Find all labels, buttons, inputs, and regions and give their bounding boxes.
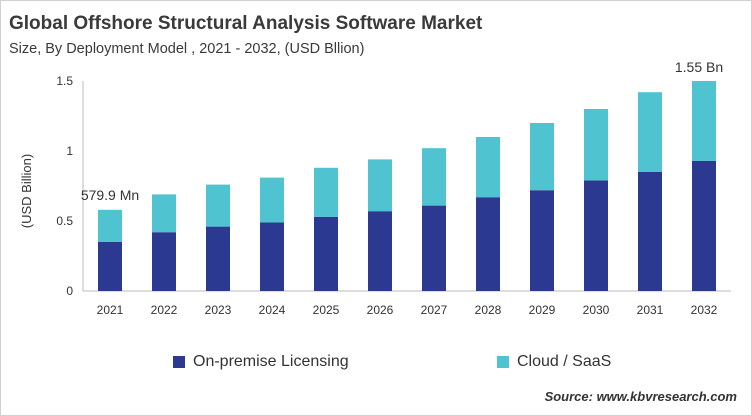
bar-cloud-2026 — [368, 159, 392, 212]
x-tick-label: 2027 — [421, 303, 448, 317]
bar-on-premise-2027 — [422, 205, 446, 291]
bar-on-premise-2032 — [692, 160, 716, 291]
bar-cloud-2027 — [422, 148, 446, 206]
legend-item-on-premise: On-premise Licensing — [173, 353, 349, 371]
bar-cloud-2032 — [692, 81, 716, 161]
y-tick-label: 1 — [66, 144, 73, 158]
bar-cloud-2029 — [530, 123, 554, 191]
bar-on-premise-2025 — [314, 216, 338, 291]
data-label: 1.55 Bn — [675, 59, 723, 75]
bar-cloud-2031 — [638, 92, 662, 172]
data-label: 579.9 Mn — [81, 187, 139, 203]
x-tick-label: 2028 — [475, 303, 502, 317]
bar-cloud-2022 — [152, 194, 176, 233]
bar-cloud-2025 — [314, 167, 338, 217]
legend-swatch — [497, 356, 509, 368]
legend-label: On-premise Licensing — [193, 353, 349, 370]
y-tick-label: 1.5 — [56, 74, 73, 88]
y-tick-label: 0.5 — [56, 214, 73, 228]
legend-item-cloud: Cloud / SaaS — [497, 353, 611, 371]
source-note: Source: www.kbvresearch.com — [544, 389, 737, 404]
bar-on-premise-2029 — [530, 190, 554, 291]
x-tick-label: 2026 — [367, 303, 394, 317]
x-tick-label: 2021 — [97, 303, 124, 317]
legend-label: Cloud / SaaS — [517, 353, 612, 370]
x-tick-label: 2030 — [583, 303, 610, 317]
bar-on-premise-2031 — [638, 172, 662, 291]
chart-plot: (USD Billion) 0 0.5 1 1.5 2021 579.9 Mn 2022 20… — [19, 59, 731, 317]
bar-cloud-2028 — [476, 137, 500, 198]
x-tick-label: 2032 — [691, 303, 718, 317]
x-tick-label: 2029 — [529, 303, 556, 317]
bar-on-premise-2030 — [584, 180, 608, 291]
bar-cloud-2030 — [584, 109, 608, 181]
x-tick-label: 2024 — [259, 303, 286, 317]
legend-swatch — [173, 356, 185, 368]
bar-on-premise-2021 — [98, 242, 122, 291]
x-tick-label: 2022 — [151, 303, 178, 317]
bar-on-premise-2023 — [206, 226, 230, 291]
x-tick-label: 2031 — [637, 303, 664, 317]
bar-cloud-2024 — [260, 177, 284, 223]
bar-cloud-2021 — [98, 209, 122, 242]
bar-on-premise-2028 — [476, 197, 500, 291]
x-tick-label: 2023 — [205, 303, 232, 317]
bar-cloud-2023 — [206, 184, 230, 227]
bar-on-premise-2022 — [152, 232, 176, 291]
y-axis-label: (USD Billion) — [19, 154, 34, 228]
bar-on-premise-2024 — [260, 222, 284, 291]
chart-subtitle: Size, By Deployment Model , 2021 - 2032,… — [9, 41, 365, 57]
bar-on-premise-2026 — [368, 211, 392, 291]
x-tick-label: 2025 — [313, 303, 340, 317]
y-tick-label: 0 — [66, 284, 73, 298]
chart-title: Global Offshore Structural Analysis Soft… — [9, 13, 483, 34]
